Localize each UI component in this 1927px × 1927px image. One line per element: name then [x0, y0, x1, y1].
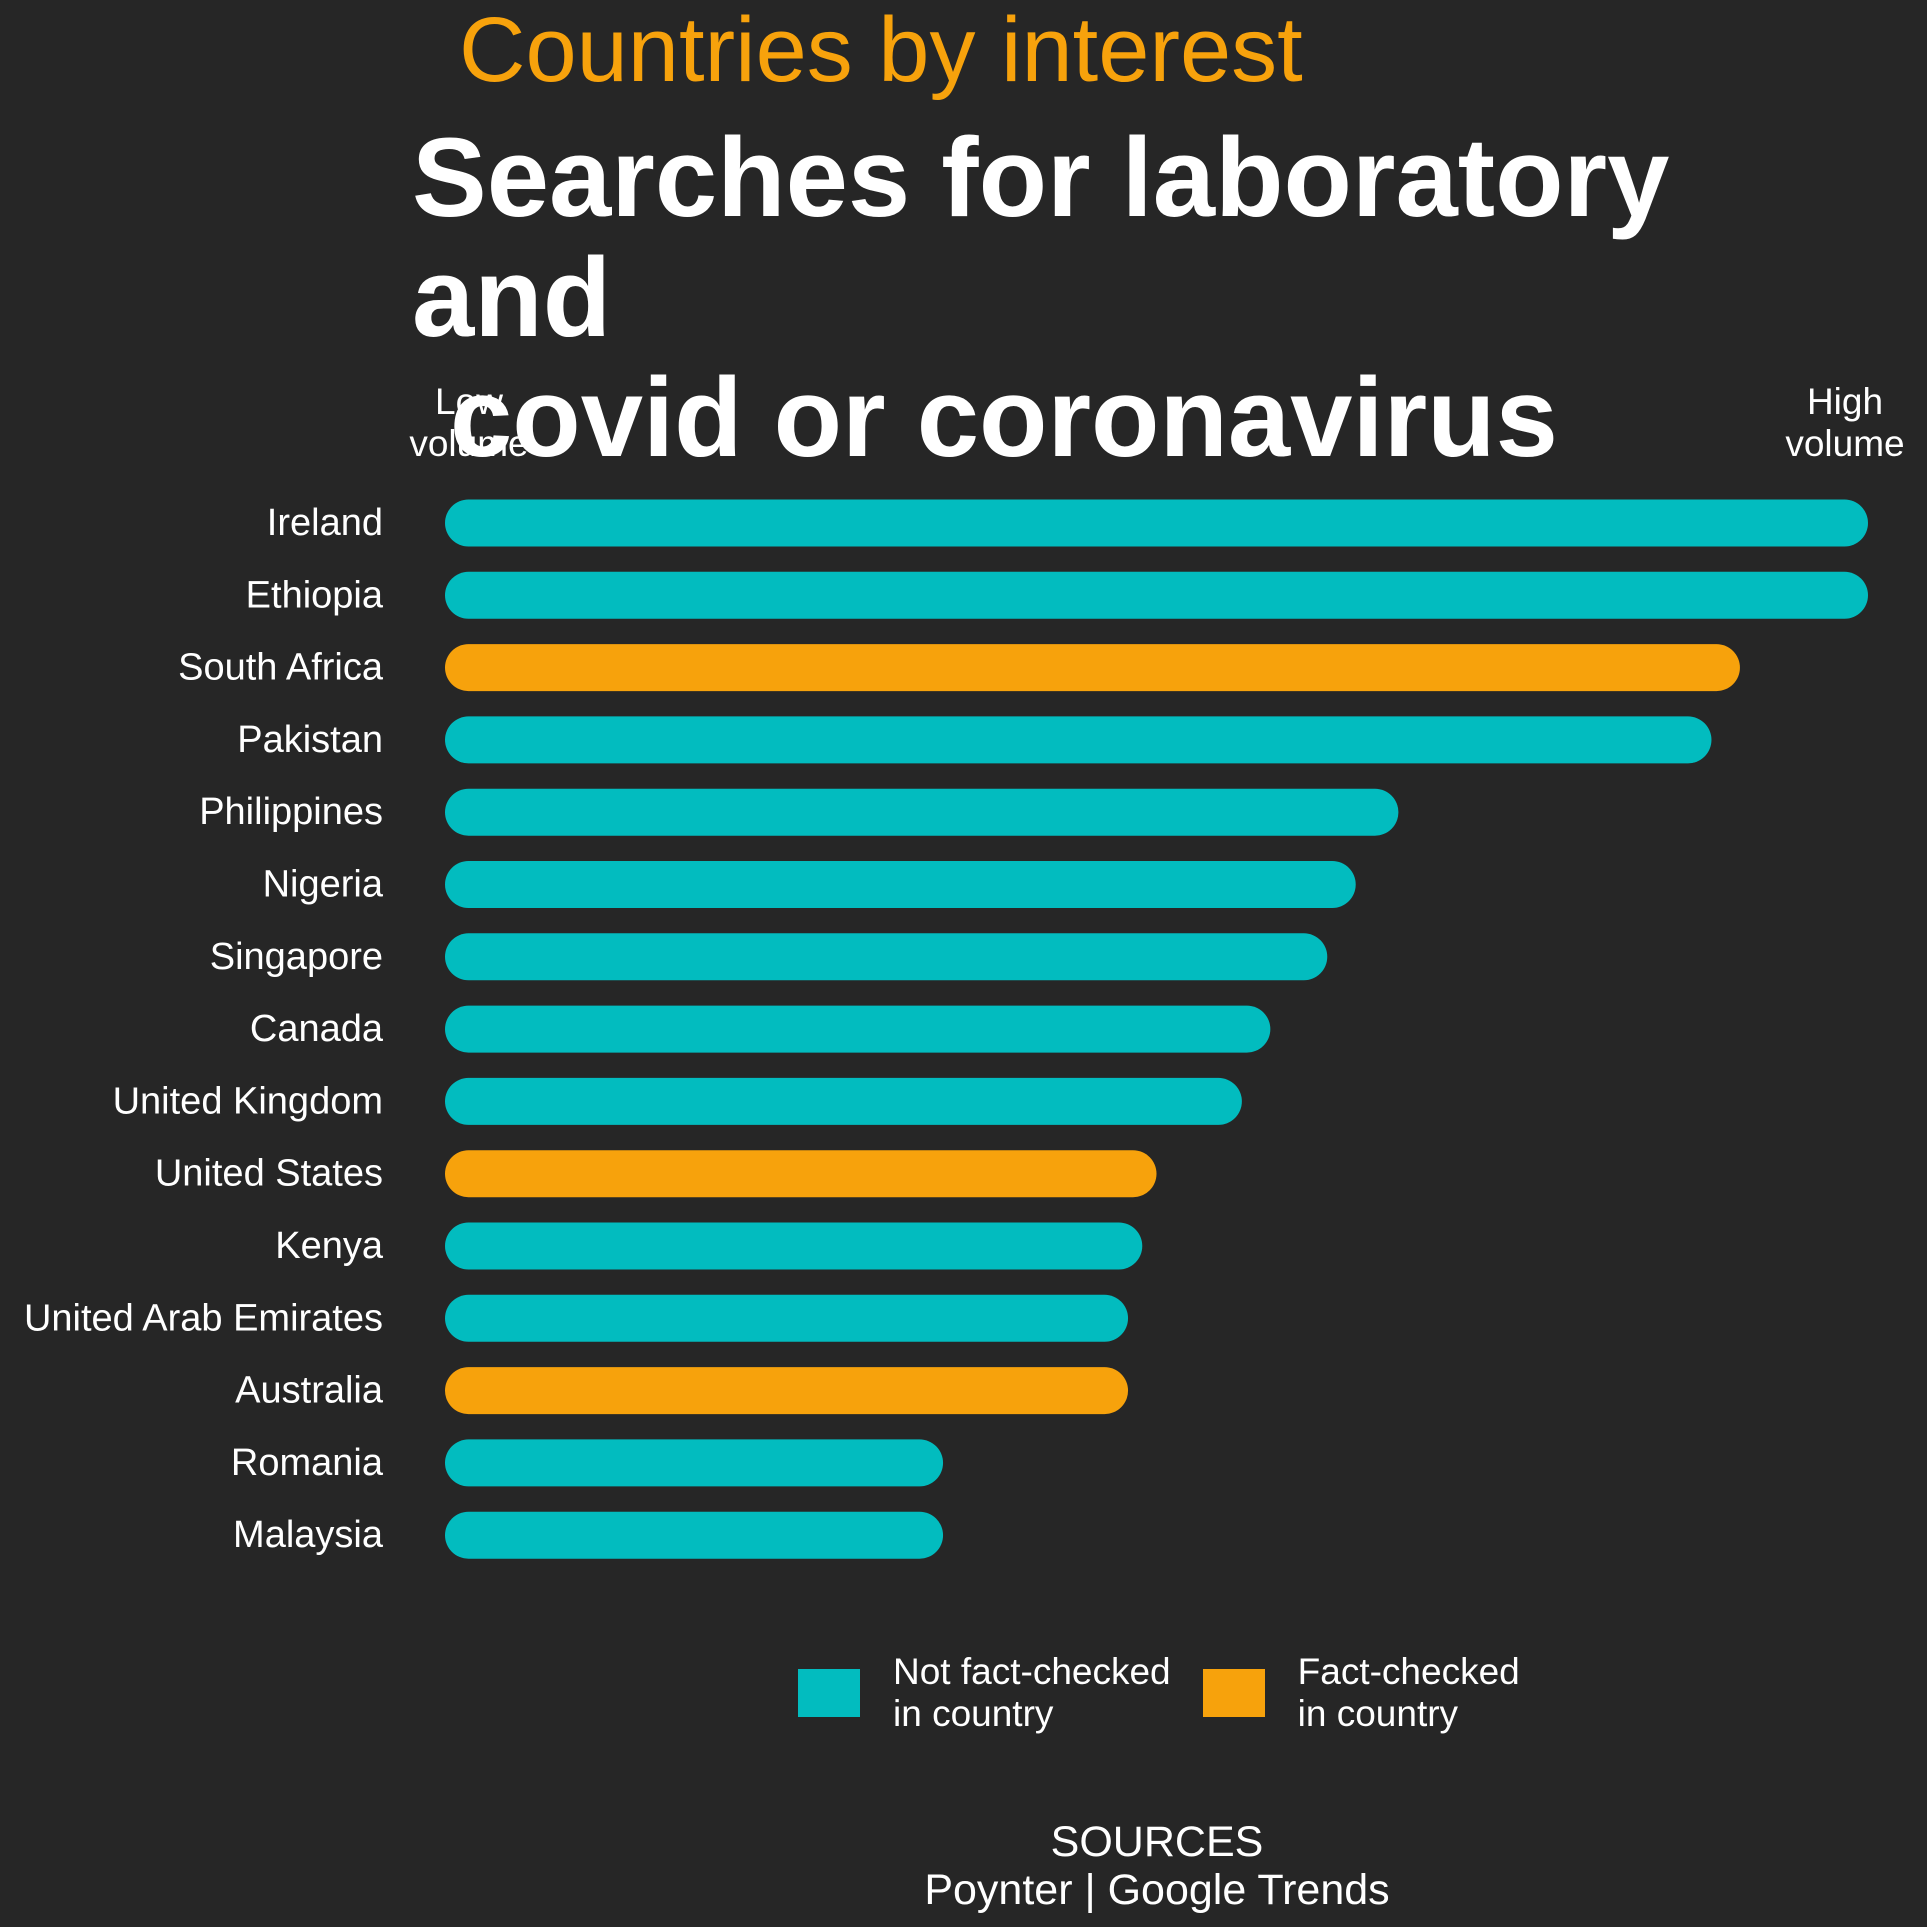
- bar-united-kingdom: [445, 1077, 1242, 1125]
- bar-canada: [445, 1005, 1271, 1053]
- bar-malaysia: [445, 1511, 944, 1559]
- chart-title-line-1: Searches for laboratory and: [412, 115, 1670, 360]
- category-label-ethiopia: Ethiopia: [246, 574, 384, 616]
- bar-singapore: [445, 933, 1328, 981]
- bar-south-africa: [445, 644, 1740, 692]
- sources-text: Poynter | Google Trends: [924, 1866, 1390, 1914]
- bar-philippines: [445, 788, 1399, 836]
- category-label-malaysia: Malaysia: [233, 1514, 384, 1556]
- legend-item-fact-checked: Fact-checked in country: [1202, 1651, 1520, 1735]
- legend-swatch-fact-checked: [1202, 1669, 1265, 1717]
- category-label-south-africa: South Africa: [178, 647, 384, 689]
- category-label-ireland: Ireland: [267, 502, 383, 544]
- sources-heading: SOURCES: [1050, 1818, 1264, 1866]
- category-label-australia: Australia: [235, 1370, 384, 1412]
- legend-label-fact-checked: Fact-checked in country: [1297, 1651, 1520, 1734]
- bar-chart: Ireland Ethiopia South Africa Pakistan Phili…: [24, 499, 1868, 1559]
- bar-romania: [445, 1439, 944, 1487]
- sources: SOURCES Poynter | Google Trends: [857, 1818, 1457, 1914]
- bar-ethiopia: [445, 571, 1868, 619]
- category-label-united-kingdom: United Kingdom: [113, 1080, 383, 1122]
- bar-nigeria: [445, 861, 1356, 908]
- category-label-united-states: United States: [155, 1153, 383, 1195]
- bar-australia: [445, 1367, 1129, 1415]
- axis-high-label: High volume: [1765, 381, 1925, 465]
- axis-low-label-line-2: volume: [409, 423, 529, 464]
- legend-swatch-not-fact-checked: [798, 1669, 860, 1717]
- bar-united-arab-emirates: [445, 1294, 1129, 1342]
- bar-ireland: [445, 499, 1868, 547]
- category-label-romania: Romania: [231, 1442, 384, 1484]
- category-label-united-arab-emirates: United Arab Emirates: [24, 1297, 383, 1339]
- axis-low-label-line-1: Low: [435, 381, 503, 422]
- category-label-kenya: Kenya: [275, 1225, 384, 1267]
- legend-item-not-fact-checked: Not fact-checked in country: [798, 1651, 1171, 1735]
- legend: Not fact-checked in country Fact-checked…: [798, 1648, 1552, 1738]
- bar-pakistan: [445, 716, 1712, 764]
- chart-kicker: Countries by interest: [459, 0, 1303, 101]
- category-label-canada: Canada: [250, 1008, 384, 1050]
- chart-title-line-2: covid or coronavirus: [450, 355, 1558, 480]
- axis-high-label-line-2: volume: [1785, 423, 1905, 464]
- category-label-pakistan: Pakistan: [237, 719, 383, 761]
- category-label-philippines: Philippines: [199, 791, 383, 833]
- legend-label-not-fact-checked: Not fact-checked in country: [893, 1651, 1171, 1734]
- category-label-singapore: Singapore: [210, 936, 383, 978]
- axis-high-label-line-1: High: [1806, 381, 1884, 422]
- bar-kenya: [445, 1222, 1143, 1270]
- chart-title: Searches for laboratory and covid or cor…: [412, 118, 1882, 478]
- category-label-nigeria: Nigeria: [263, 864, 384, 906]
- bar-united-states: [445, 1150, 1157, 1198]
- axis-low-label: Low volume: [389, 381, 549, 465]
